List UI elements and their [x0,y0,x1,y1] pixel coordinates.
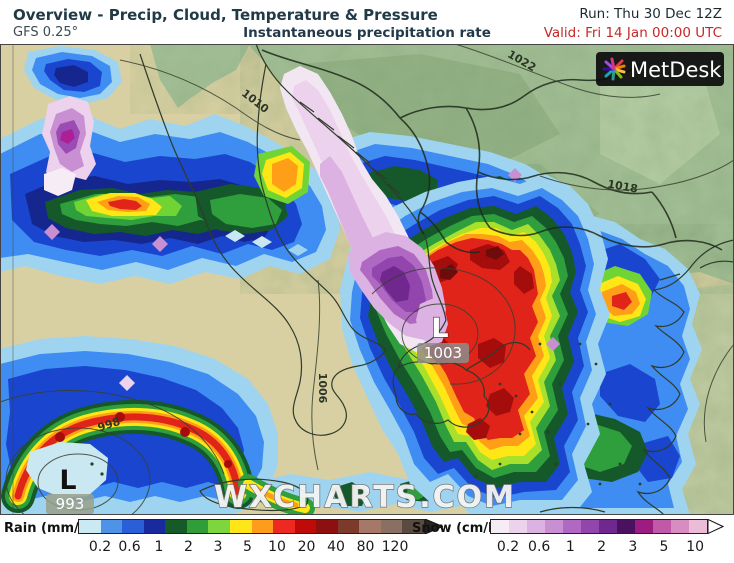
rain-colorbar-arrow [425,519,443,534]
low-pressure-badge [417,343,469,363]
legend-tick-label: 5 [659,539,669,555]
legend-color-cell [581,520,599,533]
low-symbol-1003: L [431,313,448,344]
legend-tick-label: 2 [184,539,193,555]
rain-legend-ticks: 0.2 0.6 1 2 3 5 10 20 40 80 120 [78,539,425,559]
metdesk-logo: MetDesk [596,52,724,86]
legend-color-cell [671,520,689,533]
legend-color-cell [165,520,187,533]
legend-color-cell [689,520,707,533]
map-canvas: 1010 1022 1018 1006 998 L 1003 L 993 WXC… [0,43,734,533]
legend-color-cell [527,520,545,533]
legend-color-cell [337,520,360,533]
precip-snow-layer [42,66,560,391]
snow-colorbar [490,519,708,534]
legend-color-cell [563,520,581,533]
low-value-1003: 1003 [424,344,462,362]
legend-tick-label: 80 [356,539,375,555]
legend: Rain (mm/hr) 0.2 0.6 1 2 3 5 10 20 40 80 120 Snow … [0,515,734,563]
weather-map: 1010 1022 1018 1006 998 L 1003 L 993 WXC… [0,43,734,533]
legend-color-cell [491,520,509,533]
legend-color-cell [599,520,617,533]
precip-rain-layer [0,46,702,518]
isobar-label-1006: 1006 [316,373,329,404]
legend-color-cell [251,520,274,533]
low-symbol-993: L [59,465,76,496]
legend-tick-label: 1 [154,539,164,555]
low-pressure-badge [46,494,94,514]
legend-color-cell [316,520,338,533]
legend-color-cell [294,520,317,533]
legend-tick-label: 3 [213,539,223,555]
variable-label: Instantaneous precipitation rate [243,25,491,41]
low-pressure-markers: L 1003 L 993 [46,312,469,514]
page-title: Overview - Precip, Cloud, Temperature & … [13,6,438,24]
country-borders [261,49,723,254]
legend-tick-label: 120 [381,539,409,555]
metdesk-logo-text: MetDesk [630,58,722,82]
legend-color-cell [122,520,144,533]
legend-tick-label: 0.2 [496,539,520,555]
coastlines [90,43,734,516]
rain-colorbar [78,519,425,534]
snow-legend-ticks: 0.2 0.6 1 2 3 5 10 [490,539,708,559]
legend-tick-label: 10 [686,539,705,555]
legend-color-cell [273,520,295,533]
legend-tick-label: 1 [565,539,575,555]
legend-tick-label: 0.2 [88,539,112,555]
snow-legend-label: Snow (cm/hr) [412,521,510,536]
model-label: GFS 0.25° [13,25,79,40]
legend-color-cell [380,520,403,533]
legend-color-cell [208,520,230,533]
legend-color-cell [402,520,424,533]
legend-color-cell [617,520,635,533]
low-value-993: 993 [56,495,85,513]
header: Overview - Precip, Cloud, Temperature & … [0,0,734,44]
legend-color-cell [509,520,527,533]
legend-color-cell [229,520,252,533]
run-time: Run: Thu 30 Dec 12Z [579,6,722,22]
legend-tick-label: 3 [628,539,638,555]
legend-tick-label: 0.6 [118,539,141,555]
metdesk-pinwheel-icon [602,57,626,81]
legend-color-cell [359,520,381,533]
isobar-label-1018: 1018 [606,177,638,195]
isobars [0,43,734,533]
legend-tick-label: 2 [597,539,607,555]
legend-color-cell [143,520,166,533]
watermark: WXCHARTS.COM [214,480,516,515]
legend-color-cell [100,520,123,533]
legend-tick-label: 0.6 [528,539,551,555]
legend-tick-label: 20 [297,539,316,555]
rain-legend-label: Rain (mm/hr) [4,521,101,536]
legend-color-cell [545,520,563,533]
legend-tick-label: 40 [327,539,345,555]
legend-tick-label: 5 [243,539,252,555]
legend-color-cell [635,520,653,533]
snow-colorbar-arrow [708,519,724,534]
valid-time: Valid: Fri 14 Jan 00:00 UTC [543,25,722,41]
legend-tick-label: 10 [268,539,286,555]
legend-color-cell [79,520,101,533]
legend-color-cell [186,520,209,533]
legend-color-cell [653,520,671,533]
